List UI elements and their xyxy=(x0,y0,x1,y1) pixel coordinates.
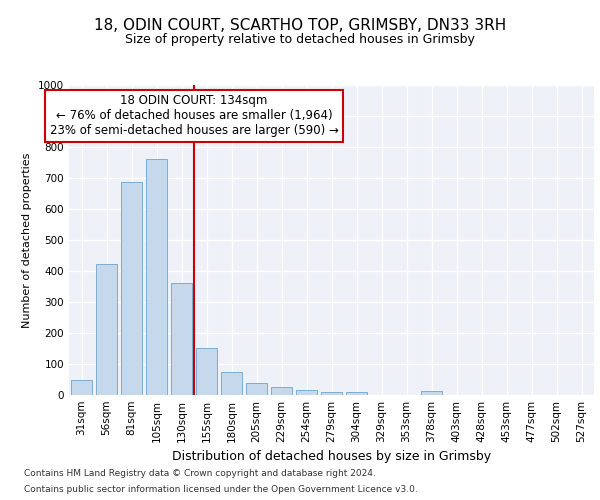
Bar xyxy=(221,372,242,395)
Bar xyxy=(421,392,442,395)
Y-axis label: Number of detached properties: Number of detached properties xyxy=(22,152,32,328)
Bar xyxy=(146,160,167,395)
Text: Size of property relative to detached houses in Grimsby: Size of property relative to detached ho… xyxy=(125,32,475,46)
Text: 18, ODIN COURT, SCARTHO TOP, GRIMSBY, DN33 3RH: 18, ODIN COURT, SCARTHO TOP, GRIMSBY, DN… xyxy=(94,18,506,32)
Bar xyxy=(296,390,317,395)
Bar xyxy=(346,392,367,395)
Bar xyxy=(271,386,292,395)
Text: Contains HM Land Registry data © Crown copyright and database right 2024.: Contains HM Land Registry data © Crown c… xyxy=(24,468,376,477)
Bar xyxy=(246,382,267,395)
Bar xyxy=(196,348,217,395)
Bar xyxy=(71,380,92,395)
Text: 18 ODIN COURT: 134sqm
← 76% of detached houses are smaller (1,964)
23% of semi-d: 18 ODIN COURT: 134sqm ← 76% of detached … xyxy=(50,94,338,138)
Bar xyxy=(321,392,342,395)
X-axis label: Distribution of detached houses by size in Grimsby: Distribution of detached houses by size … xyxy=(172,450,491,464)
Bar xyxy=(121,182,142,395)
Bar xyxy=(171,283,192,395)
Text: Contains public sector information licensed under the Open Government Licence v3: Contains public sector information licen… xyxy=(24,485,418,494)
Bar xyxy=(96,264,117,395)
